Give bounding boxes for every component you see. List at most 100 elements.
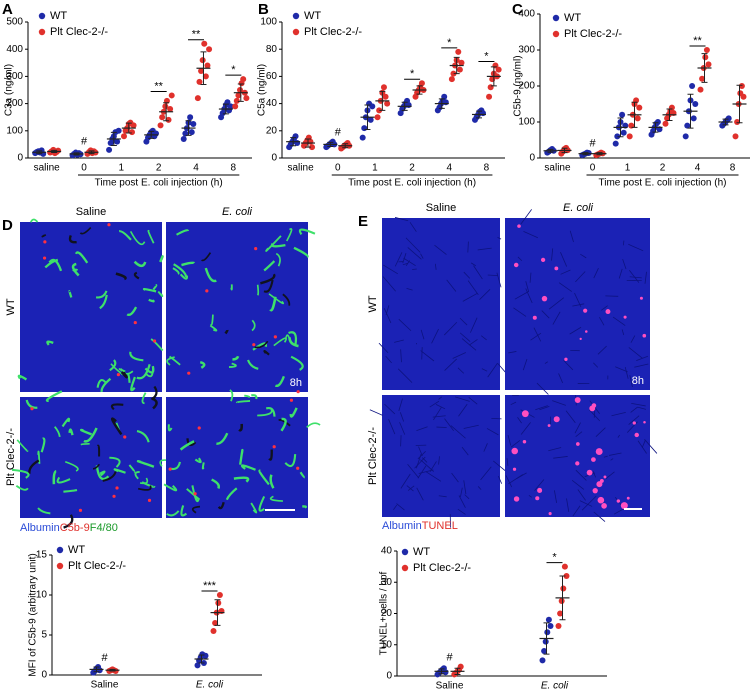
stain-texture bbox=[176, 229, 189, 236]
stain-texture bbox=[434, 244, 447, 255]
data-point bbox=[458, 59, 465, 66]
y-tick-label: 200 bbox=[518, 81, 535, 92]
stain-texture bbox=[252, 342, 268, 351]
stain-texture bbox=[80, 443, 90, 446]
stain-texture bbox=[251, 394, 258, 400]
error-bar bbox=[163, 102, 170, 122]
stain-texture bbox=[642, 333, 647, 338]
legend-label: WT bbox=[68, 544, 85, 556]
stain-texture bbox=[400, 435, 402, 447]
stain-texture bbox=[536, 382, 549, 395]
legend-marker bbox=[56, 546, 64, 554]
stain-texture bbox=[150, 338, 164, 352]
stain-texture bbox=[273, 337, 287, 347]
data-point bbox=[240, 76, 247, 83]
error-bar bbox=[342, 143, 349, 149]
error-bar bbox=[561, 147, 568, 154]
stain-texture bbox=[505, 475, 513, 488]
stain-texture bbox=[96, 379, 107, 388]
stain-texture bbox=[107, 223, 111, 227]
stain-texture bbox=[37, 450, 41, 464]
stain-texture bbox=[64, 460, 79, 472]
x-tick-label: 0 bbox=[81, 163, 87, 174]
stain-texture bbox=[628, 243, 644, 252]
stain-texture bbox=[179, 273, 189, 280]
stain-texture bbox=[201, 252, 212, 262]
stain-texture bbox=[487, 274, 498, 277]
stain-texture bbox=[197, 426, 201, 430]
stain-texture bbox=[630, 406, 638, 413]
stain-texture bbox=[80, 428, 92, 436]
stain-texture bbox=[407, 485, 415, 491]
stain-texture bbox=[601, 305, 608, 311]
stain-texture bbox=[626, 496, 630, 500]
y-tick-label: 0 bbox=[529, 153, 535, 164]
stain-texture bbox=[520, 422, 531, 435]
x-tick-label: 2 bbox=[660, 163, 666, 174]
stain-texture bbox=[136, 459, 155, 468]
stain-texture bbox=[596, 481, 603, 488]
stain-texture bbox=[540, 257, 546, 263]
error-bar bbox=[666, 108, 673, 122]
stain-texture bbox=[263, 350, 270, 356]
data-point bbox=[486, 93, 493, 100]
data-point bbox=[725, 115, 732, 122]
y-axis-label: MFI of C5b-9 (arbitrary unit) bbox=[28, 553, 39, 676]
stain-texture bbox=[530, 332, 542, 341]
x-tick-label: 8 bbox=[231, 163, 237, 174]
data-point bbox=[359, 134, 366, 141]
data-point bbox=[734, 119, 741, 125]
micrograph-group bbox=[11, 218, 321, 529]
stain-texture bbox=[163, 483, 178, 492]
stain-texture bbox=[405, 237, 421, 253]
stain-texture bbox=[136, 429, 150, 443]
legend-marker bbox=[401, 548, 409, 556]
stain-texture bbox=[216, 432, 229, 445]
stain-texture bbox=[508, 351, 517, 354]
stain-texture bbox=[41, 234, 47, 238]
y-axis-label: C5a (ng/ml) bbox=[257, 64, 268, 116]
stain-texture bbox=[459, 317, 468, 326]
data-point bbox=[165, 116, 172, 123]
data-point bbox=[168, 92, 175, 99]
data-point bbox=[442, 669, 449, 676]
stain-texture bbox=[204, 267, 217, 283]
stain-texture bbox=[510, 440, 521, 448]
error-bar bbox=[736, 84, 743, 124]
stain-texture bbox=[629, 375, 633, 388]
stain-texture bbox=[194, 457, 202, 464]
error-bar bbox=[582, 152, 589, 156]
stain-texture bbox=[199, 360, 206, 369]
x-tick-label: Saline bbox=[91, 680, 119, 690]
row-header: Plt Clec-2-/- bbox=[5, 428, 17, 486]
stain-texture bbox=[398, 398, 403, 412]
error-bar bbox=[631, 101, 638, 128]
stain-texture bbox=[116, 373, 120, 377]
x-tick-label: Saline bbox=[436, 681, 464, 690]
data-point bbox=[309, 144, 316, 151]
data-point bbox=[563, 573, 570, 579]
data-point bbox=[237, 87, 243, 93]
stain-texture bbox=[566, 498, 570, 512]
stain-texture bbox=[29, 218, 39, 223]
stain-texture bbox=[583, 308, 588, 313]
stain-texture bbox=[632, 421, 636, 425]
stain: TUNEL bbox=[422, 520, 458, 532]
stain-texture bbox=[553, 456, 568, 459]
data-point bbox=[544, 629, 551, 636]
y-tick-label: 100 bbox=[260, 17, 277, 28]
column-header: Saline bbox=[76, 206, 107, 218]
data-point bbox=[541, 648, 548, 654]
stain-texture bbox=[593, 362, 599, 368]
stain-texture bbox=[611, 411, 626, 417]
stain-texture bbox=[71, 262, 80, 277]
data-point bbox=[198, 67, 205, 74]
stain-texture bbox=[78, 508, 83, 512]
stain-texture bbox=[418, 446, 423, 457]
stain-texture bbox=[470, 317, 478, 333]
stain-texture bbox=[110, 403, 124, 411]
stain-texture bbox=[624, 366, 629, 379]
stain-texture bbox=[643, 420, 646, 424]
data-point bbox=[294, 140, 301, 147]
stain-texture bbox=[525, 288, 533, 304]
